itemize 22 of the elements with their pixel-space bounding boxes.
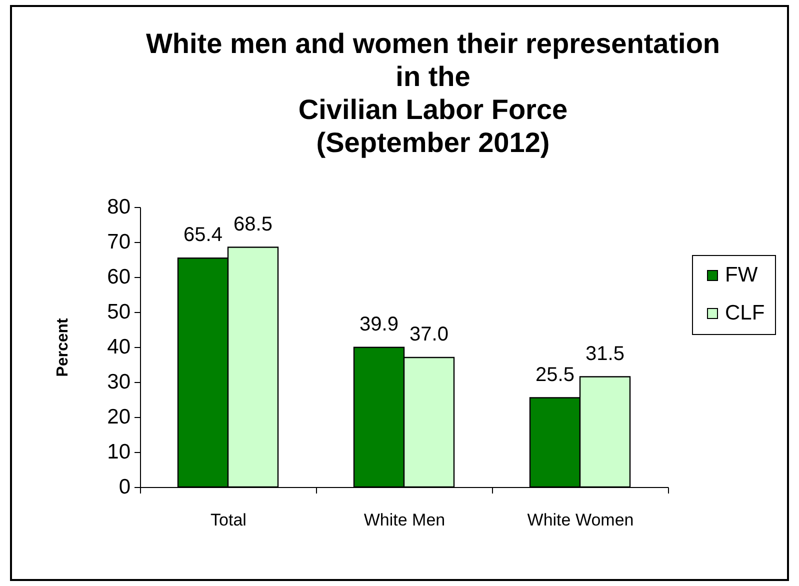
data-label: 65.4 bbox=[184, 224, 222, 246]
y-tick-label: 70 bbox=[107, 230, 130, 254]
legend-label: CLF bbox=[725, 302, 765, 324]
y-tick-label: 10 bbox=[107, 440, 130, 464]
y-tick-label: 50 bbox=[107, 300, 130, 324]
y-tick-label: 30 bbox=[107, 370, 130, 394]
data-label: 39.9 bbox=[360, 313, 398, 336]
x-tick-label: Total bbox=[210, 510, 246, 530]
y-tick-label: 0 bbox=[118, 476, 130, 498]
y-tick-label: 60 bbox=[107, 266, 130, 288]
data-label: 37.0 bbox=[410, 324, 448, 346]
chart-title: White men and women their representation in the Civilian Labor Force (September 2012) bbox=[146, 28, 720, 158]
x-tick-label: White Women bbox=[527, 510, 634, 530]
x-tick-label: White Men bbox=[364, 510, 446, 530]
y-tick-label: 40 bbox=[107, 336, 130, 358]
y-axis-title: Percent bbox=[54, 317, 72, 377]
legend-label: FW bbox=[725, 264, 758, 286]
data-label: 68.5 bbox=[234, 213, 272, 236]
y-tick-label: 20 bbox=[107, 406, 130, 428]
y-tick-label: 80 bbox=[107, 196, 130, 218]
data-label: 31.5 bbox=[586, 342, 624, 365]
data-label: 25.5 bbox=[536, 364, 574, 386]
